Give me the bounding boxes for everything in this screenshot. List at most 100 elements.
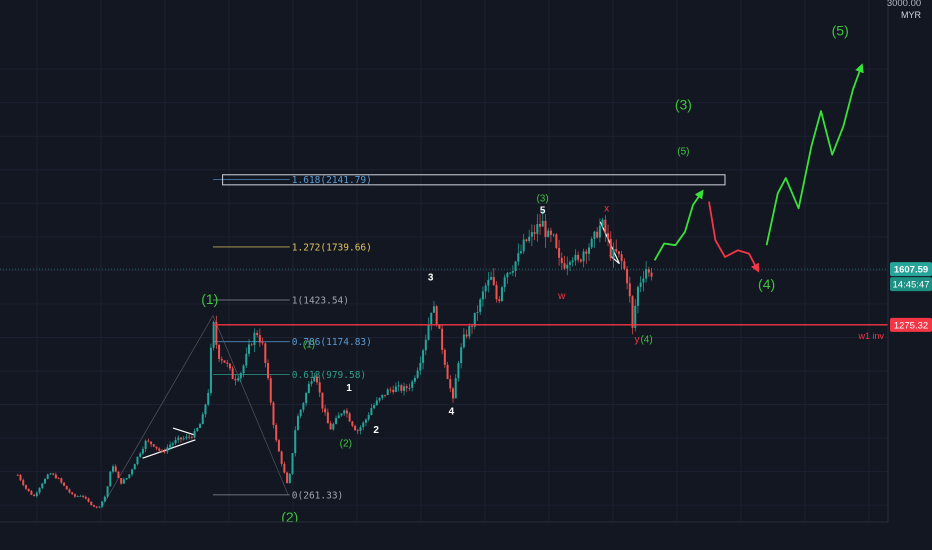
candle-body xyxy=(242,365,245,374)
wave-label: 1 xyxy=(346,383,352,394)
candle-body xyxy=(275,424,278,441)
candle-body xyxy=(460,347,463,364)
candle-body xyxy=(367,414,370,420)
candle-body xyxy=(552,234,555,236)
candle-body xyxy=(16,474,19,476)
candle-body xyxy=(226,362,229,364)
wave-label: (2) xyxy=(340,438,352,449)
time-scale-bg[interactable] xyxy=(0,522,888,550)
candle-body xyxy=(209,347,212,393)
support-price-tag: 1275.32 xyxy=(890,317,932,332)
candle-body xyxy=(65,485,68,490)
candle-body xyxy=(57,478,60,480)
candle-body xyxy=(122,479,125,484)
candle-body xyxy=(560,257,563,264)
candle-body xyxy=(286,472,289,484)
candle-body xyxy=(411,381,414,388)
candle-body xyxy=(588,247,590,254)
candle-body xyxy=(511,270,514,273)
wave-label: 2 xyxy=(373,425,379,436)
candle-body xyxy=(481,291,484,300)
candle-body xyxy=(71,492,74,495)
candle-body xyxy=(473,312,476,327)
wave-label: (1) xyxy=(303,340,315,351)
candle-body xyxy=(106,486,109,497)
candle-body xyxy=(294,430,297,454)
candle-body xyxy=(288,473,291,484)
candle-body xyxy=(568,262,571,265)
candle-body xyxy=(277,440,280,452)
candle-body xyxy=(95,506,98,508)
candle-body xyxy=(628,283,631,297)
candle-body xyxy=(468,326,471,337)
candle-body xyxy=(631,296,634,328)
candle-body xyxy=(356,430,359,432)
wave-label: y xyxy=(635,334,640,345)
candle-body xyxy=(269,378,272,403)
candle-body xyxy=(566,264,569,269)
candle-body xyxy=(620,254,623,262)
candle-body xyxy=(144,440,147,449)
wave-label: (3) xyxy=(536,194,548,205)
candle-body xyxy=(514,261,517,271)
candle-body xyxy=(345,410,348,414)
candle-body xyxy=(332,423,335,430)
candle-body xyxy=(598,225,601,238)
candle-body xyxy=(174,439,177,444)
candle-body xyxy=(503,277,506,288)
candle-body xyxy=(582,251,585,262)
candle-body xyxy=(378,397,381,401)
candle-body xyxy=(234,379,237,381)
candle-body xyxy=(166,447,169,452)
wave-label: (4) xyxy=(640,334,652,345)
candle-body xyxy=(626,268,629,284)
candle-body xyxy=(136,456,139,465)
candle-body xyxy=(454,378,457,399)
candle-body xyxy=(215,321,218,345)
candle-body xyxy=(180,437,182,440)
candle-body xyxy=(389,389,392,391)
candle-body xyxy=(462,334,465,348)
candle-body xyxy=(533,232,536,234)
triangle-lower-line xyxy=(142,439,196,459)
candle-body xyxy=(41,483,44,488)
candle-body xyxy=(609,238,612,258)
candle-body xyxy=(84,496,87,499)
price-scale-bg[interactable] xyxy=(888,0,932,522)
candle-body xyxy=(438,324,441,329)
candle-body xyxy=(373,405,376,409)
wave-label: (1) xyxy=(201,291,218,307)
candle-body xyxy=(397,385,400,387)
candle-body xyxy=(171,443,174,445)
candle-body xyxy=(49,473,52,475)
candle-body xyxy=(495,284,498,300)
candle-body xyxy=(196,427,199,432)
fib-level-label: 0(261.33) xyxy=(292,490,343,501)
candle-body xyxy=(52,473,55,475)
candle-body xyxy=(185,436,188,439)
candle-body xyxy=(490,277,493,280)
candles xyxy=(16,209,653,509)
candle-body xyxy=(316,376,318,383)
candle-body xyxy=(237,378,240,381)
candle-body xyxy=(291,453,294,474)
candle-body xyxy=(394,386,397,392)
support-price-value: 1275.32 xyxy=(894,320,928,331)
candle-body xyxy=(547,230,550,238)
candle-body xyxy=(109,471,112,487)
candle-body xyxy=(375,400,378,406)
candle-body xyxy=(645,269,648,279)
candle-body xyxy=(419,362,422,371)
candle-body xyxy=(487,279,490,286)
candle-body xyxy=(27,488,30,492)
candle-body xyxy=(432,306,435,313)
candle-body xyxy=(24,485,27,489)
candle-body xyxy=(120,478,123,484)
candle-body xyxy=(364,419,367,423)
candle-body xyxy=(413,377,416,382)
candle-body xyxy=(218,344,221,359)
candle-body xyxy=(46,474,49,479)
fib-anchor-line xyxy=(100,315,214,509)
